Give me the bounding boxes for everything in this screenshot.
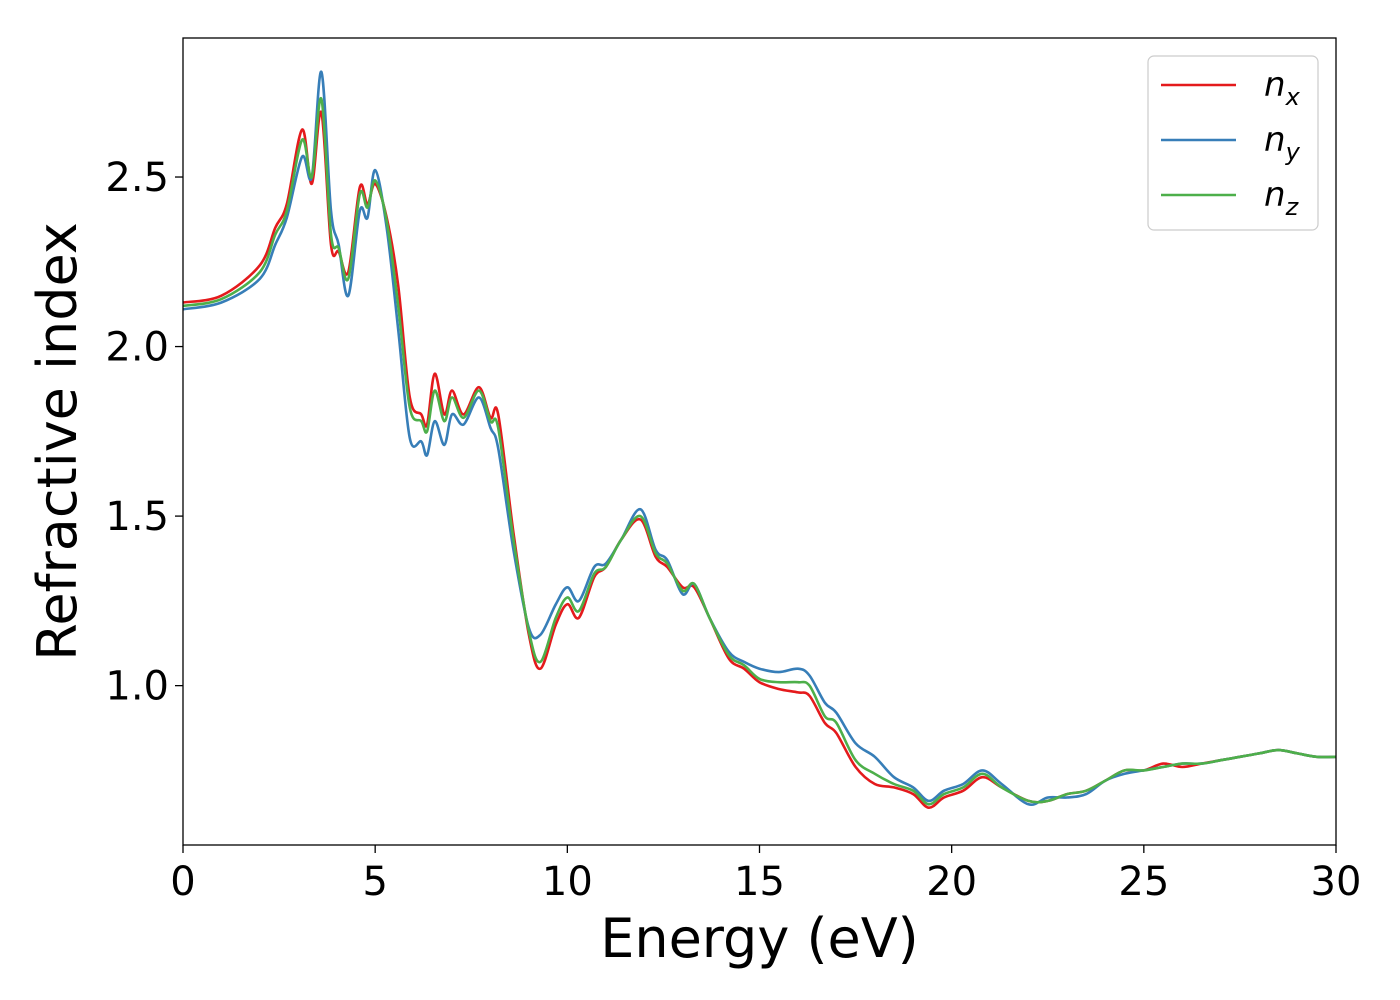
x-tick-label: 20 (926, 859, 977, 905)
x-tick-label: 30 (1311, 859, 1362, 905)
series-layer (183, 70, 1336, 809)
legend-box (1147, 55, 1319, 231)
x-tick-label: 15 (734, 859, 785, 905)
y-axis-ticks: 1.0 1.5 2.0 2.5 (105, 155, 183, 710)
y-tick-label: 1.0 (105, 664, 169, 710)
x-tick-label: 25 (1118, 859, 1169, 905)
x-axis-ticks: 0 5 10 15 20 25 30 (170, 845, 1361, 905)
y-tick-label: 1.5 (105, 494, 169, 540)
y-tick-label: 2.0 (105, 325, 169, 371)
series-line-y (183, 70, 1336, 807)
x-tick-label: 5 (362, 859, 387, 905)
x-tick-label: 0 (170, 859, 195, 905)
series-line-z (183, 97, 1336, 806)
x-axis-label: Energy (eV) (600, 907, 919, 970)
y-tick-label: 2.5 (105, 155, 169, 201)
y-axis-label: Refractive index (26, 222, 89, 661)
x-tick-label: 10 (542, 859, 593, 905)
